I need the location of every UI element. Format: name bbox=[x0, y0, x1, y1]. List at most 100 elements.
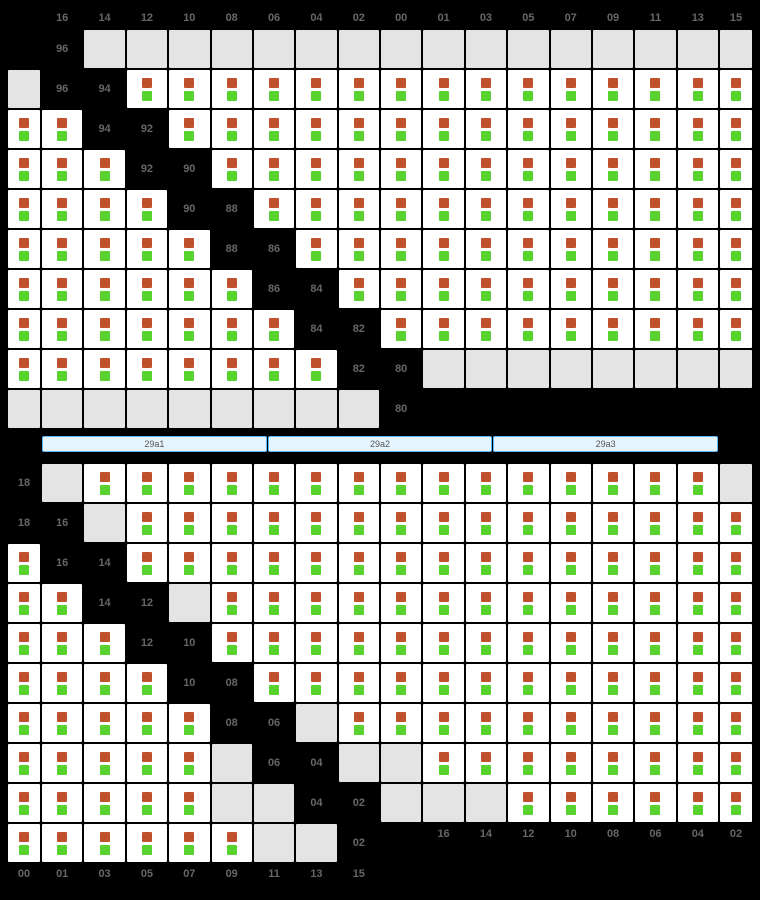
slot-populated[interactable] bbox=[254, 190, 294, 228]
slot-empty[interactable] bbox=[635, 350, 675, 388]
slot-populated[interactable] bbox=[678, 624, 718, 662]
slot-empty[interactable] bbox=[296, 704, 336, 742]
slot-populated[interactable] bbox=[127, 504, 167, 542]
slot-populated[interactable] bbox=[466, 70, 506, 108]
slot-populated[interactable] bbox=[339, 150, 379, 188]
slot-populated[interactable] bbox=[169, 230, 209, 268]
slot-populated[interactable] bbox=[84, 744, 124, 782]
slot-empty[interactable] bbox=[593, 30, 633, 68]
slot-populated[interactable] bbox=[42, 350, 82, 388]
slot-empty[interactable] bbox=[42, 464, 82, 502]
slot-populated[interactable] bbox=[381, 704, 421, 742]
slot-populated[interactable] bbox=[635, 664, 675, 702]
slot-populated[interactable] bbox=[466, 110, 506, 148]
slot-populated[interactable] bbox=[212, 544, 252, 582]
slot-populated[interactable] bbox=[339, 270, 379, 308]
slot-populated[interactable] bbox=[635, 584, 675, 622]
slot-populated[interactable] bbox=[508, 664, 548, 702]
slot-populated[interactable] bbox=[212, 504, 252, 542]
slot-populated[interactable] bbox=[635, 150, 675, 188]
slot-populated[interactable] bbox=[296, 110, 336, 148]
slot-empty[interactable] bbox=[466, 784, 506, 822]
slot-populated[interactable] bbox=[593, 624, 633, 662]
slot-populated[interactable] bbox=[127, 70, 167, 108]
slot-populated[interactable] bbox=[593, 110, 633, 148]
slot-populated[interactable] bbox=[84, 464, 124, 502]
slot-populated[interactable] bbox=[551, 504, 591, 542]
slot-populated[interactable] bbox=[169, 704, 209, 742]
divider-segment[interactable]: 29a2 bbox=[268, 436, 493, 452]
slot-populated[interactable] bbox=[423, 110, 463, 148]
slot-populated[interactable] bbox=[8, 270, 40, 308]
slot-populated[interactable] bbox=[720, 744, 752, 782]
slot-populated[interactable] bbox=[127, 824, 167, 862]
slot-populated[interactable] bbox=[508, 110, 548, 148]
slot-empty[interactable] bbox=[212, 744, 252, 782]
divider-segment[interactable]: 29a1 bbox=[42, 436, 267, 452]
slot-empty[interactable] bbox=[678, 30, 718, 68]
slot-populated[interactable] bbox=[593, 70, 633, 108]
slot-populated[interactable] bbox=[169, 744, 209, 782]
slot-populated[interactable] bbox=[466, 310, 506, 348]
slot-populated[interactable] bbox=[127, 664, 167, 702]
slot-populated[interactable] bbox=[381, 584, 421, 622]
slot-populated[interactable] bbox=[466, 190, 506, 228]
slot-populated[interactable] bbox=[508, 544, 548, 582]
slot-populated[interactable] bbox=[127, 350, 167, 388]
slot-populated[interactable] bbox=[551, 310, 591, 348]
slot-populated[interactable] bbox=[212, 350, 252, 388]
slot-populated[interactable] bbox=[212, 310, 252, 348]
slot-populated[interactable] bbox=[296, 150, 336, 188]
slot-populated[interactable] bbox=[127, 744, 167, 782]
slot-empty[interactable] bbox=[635, 30, 675, 68]
slot-populated[interactable] bbox=[8, 744, 40, 782]
slot-empty[interactable] bbox=[296, 390, 336, 428]
slot-populated[interactable] bbox=[466, 704, 506, 742]
slot-empty[interactable] bbox=[296, 824, 336, 862]
slot-populated[interactable] bbox=[84, 350, 124, 388]
slot-populated[interactable] bbox=[720, 190, 752, 228]
slot-empty[interactable] bbox=[381, 30, 421, 68]
slot-populated[interactable] bbox=[678, 150, 718, 188]
slot-populated[interactable] bbox=[635, 704, 675, 742]
slot-populated[interactable] bbox=[381, 310, 421, 348]
slot-populated[interactable] bbox=[508, 190, 548, 228]
slot-populated[interactable] bbox=[8, 704, 40, 742]
slot-populated[interactable] bbox=[720, 150, 752, 188]
slot-populated[interactable] bbox=[84, 270, 124, 308]
slot-populated[interactable] bbox=[720, 70, 752, 108]
slot-populated[interactable] bbox=[381, 624, 421, 662]
slot-populated[interactable] bbox=[339, 664, 379, 702]
slot-populated[interactable] bbox=[8, 190, 40, 228]
slot-populated[interactable] bbox=[593, 744, 633, 782]
slot-populated[interactable] bbox=[127, 190, 167, 228]
slot-populated[interactable] bbox=[423, 190, 463, 228]
slot-populated[interactable] bbox=[8, 150, 40, 188]
slot-populated[interactable] bbox=[678, 464, 718, 502]
slot-empty[interactable] bbox=[423, 784, 463, 822]
slot-populated[interactable] bbox=[423, 504, 463, 542]
slot-populated[interactable] bbox=[593, 664, 633, 702]
slot-populated[interactable] bbox=[296, 544, 336, 582]
slot-populated[interactable] bbox=[296, 504, 336, 542]
slot-populated[interactable] bbox=[84, 150, 124, 188]
slot-populated[interactable] bbox=[635, 624, 675, 662]
slot-populated[interactable] bbox=[720, 504, 752, 542]
slot-populated[interactable] bbox=[84, 784, 124, 822]
slot-populated[interactable] bbox=[42, 310, 82, 348]
slot-populated[interactable] bbox=[508, 310, 548, 348]
slot-populated[interactable] bbox=[254, 624, 294, 662]
slot-populated[interactable] bbox=[42, 230, 82, 268]
slot-populated[interactable] bbox=[678, 230, 718, 268]
slot-populated[interactable] bbox=[720, 664, 752, 702]
slot-empty[interactable] bbox=[169, 30, 209, 68]
slot-empty[interactable] bbox=[84, 390, 124, 428]
slot-populated[interactable] bbox=[254, 150, 294, 188]
slot-empty[interactable] bbox=[212, 30, 252, 68]
slot-populated[interactable] bbox=[551, 624, 591, 662]
slot-populated[interactable] bbox=[593, 704, 633, 742]
slot-populated[interactable] bbox=[8, 624, 40, 662]
slot-populated[interactable] bbox=[508, 504, 548, 542]
slot-empty[interactable] bbox=[212, 390, 252, 428]
slot-populated[interactable] bbox=[466, 464, 506, 502]
